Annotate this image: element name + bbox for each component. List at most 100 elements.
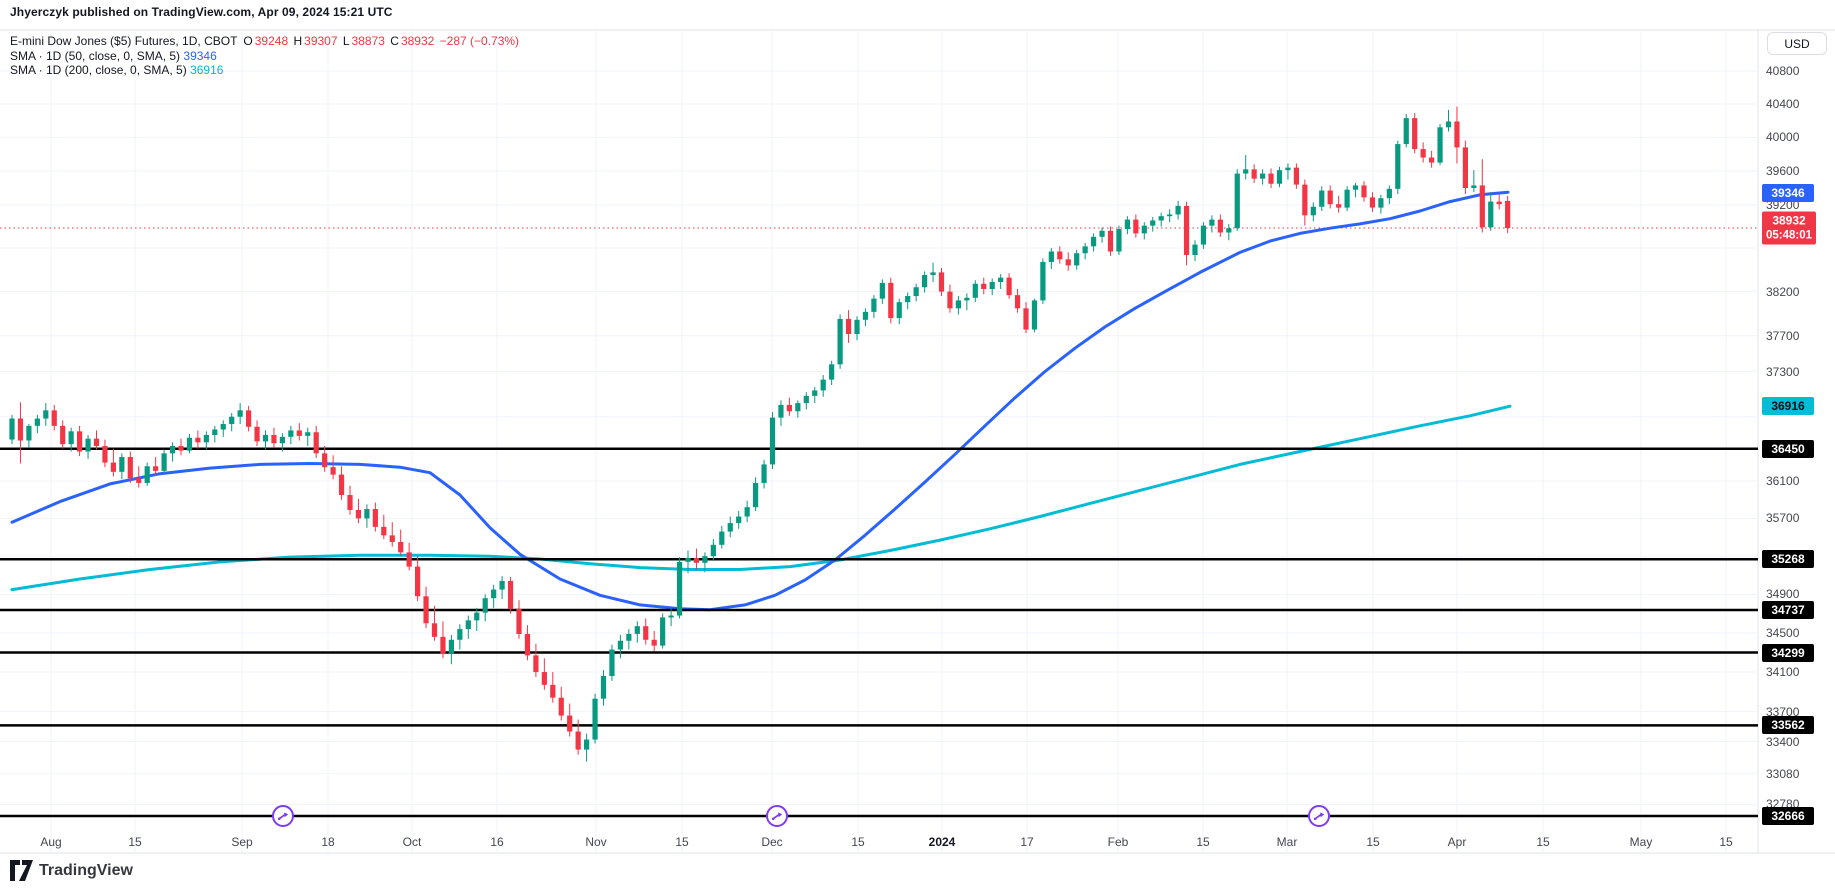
candle-body bbox=[905, 296, 911, 303]
candle-body bbox=[161, 453, 167, 471]
candle-body bbox=[9, 418, 15, 440]
candle-body bbox=[381, 526, 387, 536]
candle-body bbox=[457, 629, 463, 640]
candle-body bbox=[1420, 149, 1426, 158]
candle-body bbox=[1310, 206, 1316, 216]
candle-body bbox=[550, 684, 556, 698]
candle-body bbox=[1209, 219, 1215, 226]
level-price-label: 36450 bbox=[1762, 439, 1814, 458]
sma50-legend-row[interactable]: SMA · 1D (50, close, 0, SMA, 5) 39346 bbox=[10, 49, 521, 64]
candle-body bbox=[1091, 236, 1097, 247]
open-label: O bbox=[243, 34, 253, 48]
price-tick-label: 34100 bbox=[1766, 665, 1800, 680]
candle-body bbox=[169, 445, 176, 454]
sma200-legend-row[interactable]: SMA · 1D (200, close, 0, SMA, 5) 36916 bbox=[10, 63, 521, 78]
timeline-event-icon[interactable] bbox=[766, 805, 788, 827]
low-label: L bbox=[342, 34, 350, 48]
candle-body bbox=[1302, 184, 1308, 216]
timeline-event-icon[interactable] bbox=[272, 805, 294, 827]
time-tick-label: Dec bbox=[761, 835, 783, 849]
currency-toggle-button[interactable]: USD bbox=[1767, 32, 1827, 55]
candle-body bbox=[1479, 185, 1485, 228]
candle-body bbox=[592, 698, 598, 740]
time-tick-label: 15 bbox=[851, 835, 865, 849]
candle-body bbox=[947, 291, 953, 309]
candle-body bbox=[600, 675, 607, 699]
candle-body bbox=[1031, 300, 1038, 330]
open-value: 39248 bbox=[254, 34, 289, 48]
price-tick-label: 40000 bbox=[1766, 130, 1800, 145]
candle-body bbox=[431, 623, 438, 637]
sma50-price-label: 39346 bbox=[1762, 183, 1814, 202]
candle-body bbox=[186, 437, 193, 451]
time-tick-label: 2024 bbox=[928, 835, 956, 849]
candle-body bbox=[288, 430, 294, 437]
ohlc-values: O 39248 H 39307 L 38873 C 38932 −287 (−0.73%… bbox=[243, 34, 521, 48]
candle-body bbox=[1048, 251, 1054, 262]
candle-body bbox=[584, 739, 590, 750]
publish-attribution: Jhyerczyk published on TradingView.com, … bbox=[10, 5, 393, 19]
price-tick-label: 34500 bbox=[1766, 625, 1800, 640]
candle-body bbox=[533, 655, 539, 673]
timeline-event-icon[interactable] bbox=[1308, 805, 1330, 827]
candle-body bbox=[1099, 230, 1105, 237]
candle-body bbox=[1496, 201, 1502, 205]
price-tick-label: 35700 bbox=[1766, 511, 1800, 526]
candle-body bbox=[803, 395, 809, 404]
time-tick-label: Oct bbox=[402, 835, 422, 849]
sma200-line[interactable] bbox=[10, 404, 1512, 592]
sma200-price-label: 36916 bbox=[1762, 397, 1814, 416]
chart-legend[interactable]: E-mini Dow Jones ($5) Futures, 1D, CBOT O… bbox=[10, 34, 521, 78]
candle-body bbox=[1023, 308, 1029, 330]
candle-body bbox=[1386, 188, 1392, 199]
candle-body bbox=[338, 474, 345, 496]
price-tick-label: 33400 bbox=[1766, 734, 1800, 749]
candle-body bbox=[609, 649, 615, 676]
candle-body bbox=[1158, 216, 1164, 221]
time-tick-label: Feb bbox=[1107, 835, 1129, 849]
tradingview-logo[interactable]: TradingView bbox=[10, 860, 133, 881]
candle-body bbox=[465, 620, 471, 630]
candle-body bbox=[398, 541, 404, 553]
candle-body bbox=[347, 495, 353, 510]
candle-body bbox=[1344, 189, 1350, 208]
low-value: 38873 bbox=[351, 34, 385, 48]
price-tick-label: 39600 bbox=[1766, 164, 1800, 179]
candle-body bbox=[1488, 201, 1494, 228]
price-tick-label: 36100 bbox=[1766, 474, 1800, 489]
candle-body bbox=[820, 379, 826, 391]
candle-body bbox=[1057, 251, 1063, 260]
candle-body bbox=[1167, 214, 1173, 217]
candle-body bbox=[668, 615, 674, 618]
candle-body bbox=[110, 462, 116, 472]
candle-body bbox=[1133, 219, 1139, 234]
candle-body bbox=[1107, 230, 1114, 252]
level-price-label: 34737 bbox=[1762, 601, 1814, 620]
time-tick-label: 17 bbox=[1020, 835, 1034, 849]
candle-body bbox=[212, 429, 218, 435]
candle-body bbox=[660, 617, 666, 646]
candle-body bbox=[769, 417, 776, 465]
candle-body bbox=[1471, 185, 1477, 188]
sma50-line[interactable] bbox=[10, 190, 1510, 612]
candle-body bbox=[43, 410, 49, 419]
candle-body bbox=[1462, 147, 1468, 188]
candle-body bbox=[854, 319, 860, 334]
candle-body bbox=[795, 403, 801, 412]
candle-body bbox=[567, 715, 573, 732]
candle-body bbox=[1336, 204, 1342, 208]
candle-body bbox=[1378, 198, 1384, 208]
candle-body bbox=[812, 390, 818, 396]
candle-body bbox=[1006, 277, 1012, 296]
high-value: 39307 bbox=[304, 34, 338, 48]
time-tick-label: Apr bbox=[1447, 835, 1467, 849]
symbol-legend-row[interactable]: E-mini Dow Jones ($5) Futures, 1D, CBOT O… bbox=[10, 34, 521, 49]
sma50-value: 39346 bbox=[183, 48, 217, 63]
candle-body bbox=[837, 318, 843, 365]
candle-body bbox=[1074, 253, 1080, 266]
price-tick-label: 37300 bbox=[1766, 364, 1800, 379]
candle-body bbox=[364, 509, 370, 519]
candle-body bbox=[372, 509, 378, 527]
